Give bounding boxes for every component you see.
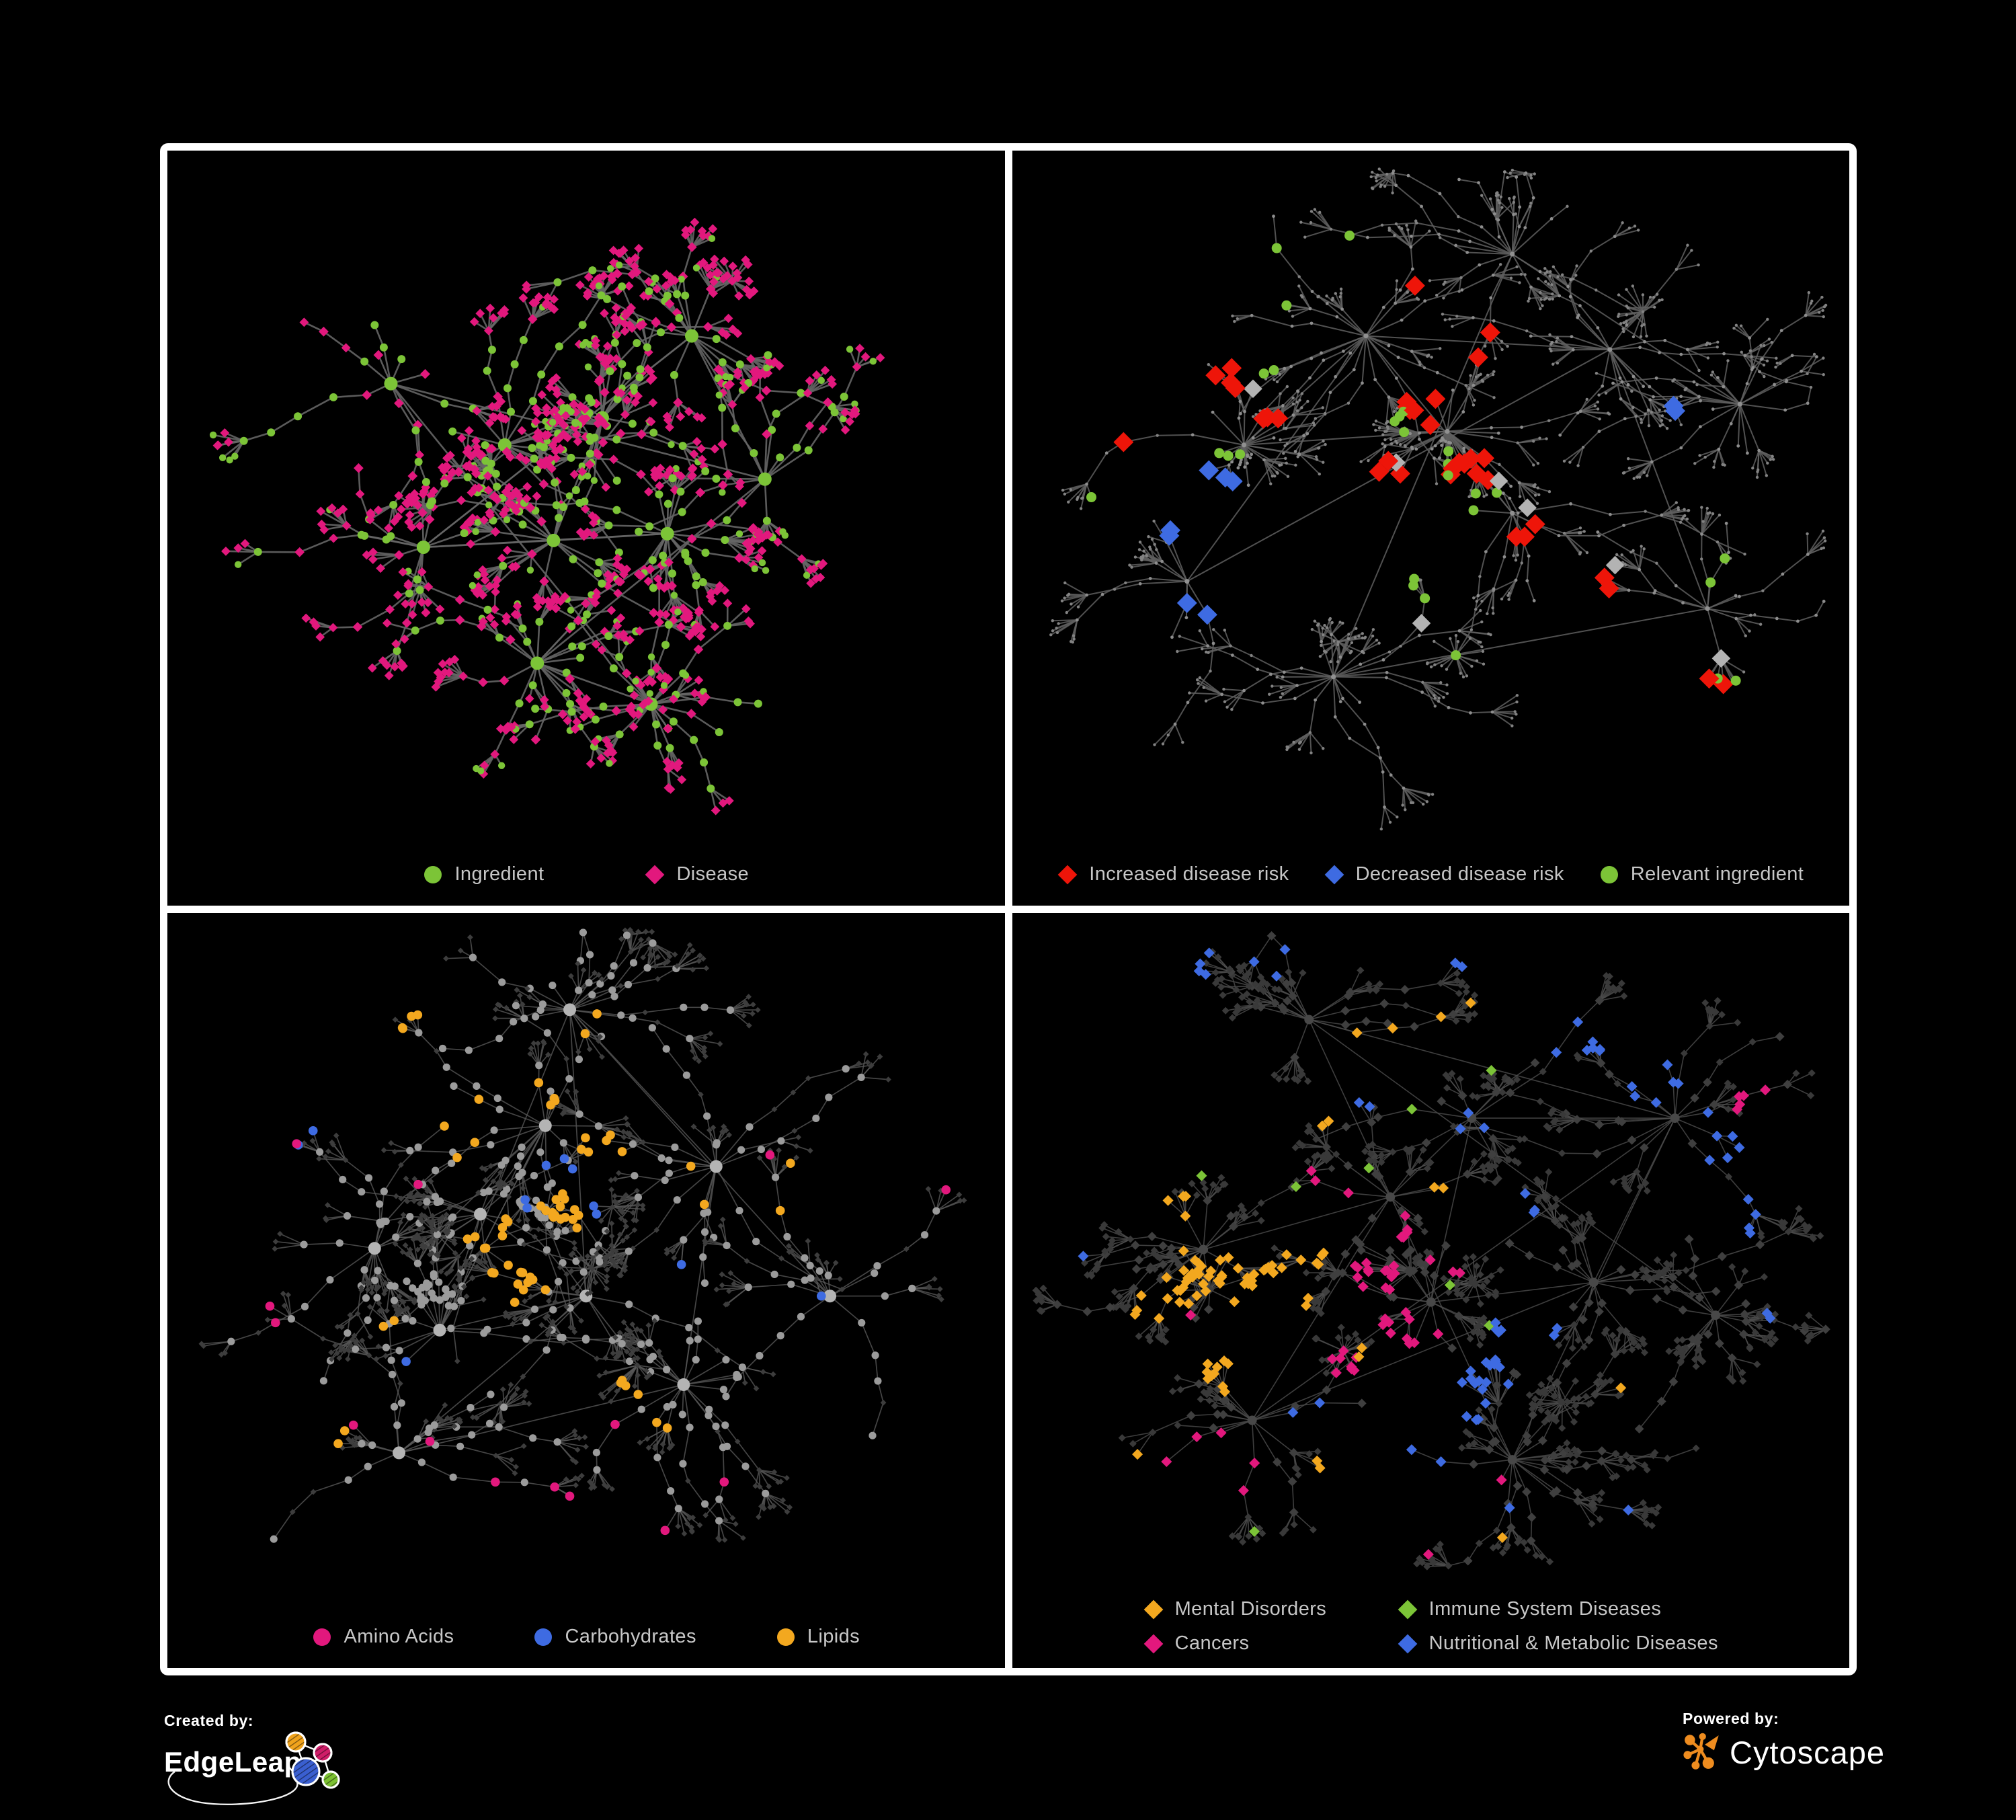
legend-diamond-icon <box>645 865 665 884</box>
legend-label: Relevant ingredient <box>1630 863 1804 885</box>
legend-item: Cancers <box>1143 1632 1398 1655</box>
legend-label: Amino Acids <box>344 1626 454 1647</box>
panels-frame: Ingredient Disease Increased disease risk… <box>160 143 1857 1675</box>
legend-disease-category: Mental Disorders Immune System Diseases Ca… <box>1012 1598 1850 1655</box>
panel-nutrient-class: Amino Acids Carbohydrates Lipids <box>167 913 1005 1668</box>
legend-diamond-icon <box>1143 1634 1163 1653</box>
legend-item: Amino Acids <box>312 1626 454 1648</box>
legend-label: Increased disease risk <box>1089 863 1289 885</box>
cytoscape-wordmark: Cytoscape <box>1730 1734 1886 1770</box>
edgeleap-swoosh <box>167 1771 298 1805</box>
network-canvas-disease-category <box>1032 931 1830 1571</box>
cytoscape-logo: Cytoscape <box>1683 1732 1885 1772</box>
legend-label: Disease <box>676 863 750 885</box>
legend-circle-icon <box>776 1628 795 1646</box>
legend-item: Mental Disorders <box>1143 1598 1398 1620</box>
legend-item: Relevant ingredient <box>1599 863 1804 885</box>
legend-label: Cancers <box>1174 1632 1250 1654</box>
powered-by-block: Powered by: Cytoscape <box>1683 1710 1885 1772</box>
legend-circle-icon <box>1600 865 1618 883</box>
network-canvas-nutrient-class <box>198 926 967 1543</box>
legend-circle-icon <box>424 865 442 883</box>
cytoscape-network-icon <box>1683 1733 1719 1770</box>
powered-by-label: Powered by: <box>1683 1710 1779 1727</box>
legend-diamond-icon <box>1324 865 1344 884</box>
legend-item: Lipids <box>776 1626 860 1648</box>
network-canvas-ingredient-disease <box>209 217 885 816</box>
legend-label: Ingredient <box>454 863 545 885</box>
legend-circle-icon <box>534 1628 553 1646</box>
legend-circle-icon <box>313 1628 331 1646</box>
edgeleap-network-icon <box>285 1731 340 1789</box>
legend-item: Immune System Diseases <box>1398 1598 1718 1620</box>
panel-disease-category: Mental Disorders Immune System Diseases Ca… <box>1012 913 1850 1668</box>
horizontal-divider <box>167 906 1849 913</box>
legend-item: Ingredient <box>423 863 544 885</box>
legend-label: Decreased disease risk <box>1355 863 1564 885</box>
edgeleap-wordmark: EdgeLeap <box>164 1746 302 1778</box>
panel-ingredient-disease: Ingredient Disease <box>167 151 1005 906</box>
legend-label: Immune System Diseases <box>1428 1598 1662 1620</box>
legend-nutrient-class: Amino Acids Carbohydrates Lipids <box>167 1626 1005 1648</box>
legend-diamond-icon <box>1398 1599 1417 1619</box>
legend-item: Increased disease risk <box>1057 863 1289 885</box>
legend-ingredient-disease: Ingredient Disease <box>167 863 1005 885</box>
legend-label: Nutritional & Metabolic Diseases <box>1428 1632 1718 1654</box>
legend-label: Carbohydrates <box>565 1626 696 1647</box>
legend-disease-risk: Increased disease risk Decreased disease … <box>1012 863 1850 885</box>
legend-item: Nutritional & Metabolic Diseases <box>1398 1632 1718 1655</box>
legend-label: Lipids <box>807 1626 860 1647</box>
edgeleap-logo: EdgeLeap <box>164 1731 366 1812</box>
created-by-label: Created by: <box>164 1712 254 1729</box>
network-canvas-disease-risk <box>1049 167 1827 831</box>
legend-item: Decreased disease risk <box>1324 863 1564 885</box>
created-by-block: Created by: EdgeLeap <box>164 1712 366 1812</box>
legend-diamond-icon <box>1398 1634 1417 1653</box>
legend-item: Carbohydrates <box>533 1626 696 1648</box>
legend-item: Disease <box>645 863 749 885</box>
legend-label: Mental Disorders <box>1174 1598 1327 1620</box>
legend-diamond-icon <box>1057 865 1078 884</box>
legend-diamond-icon <box>1143 1599 1163 1619</box>
panel-disease-risk: Increased disease risk Decreased disease … <box>1012 151 1850 906</box>
